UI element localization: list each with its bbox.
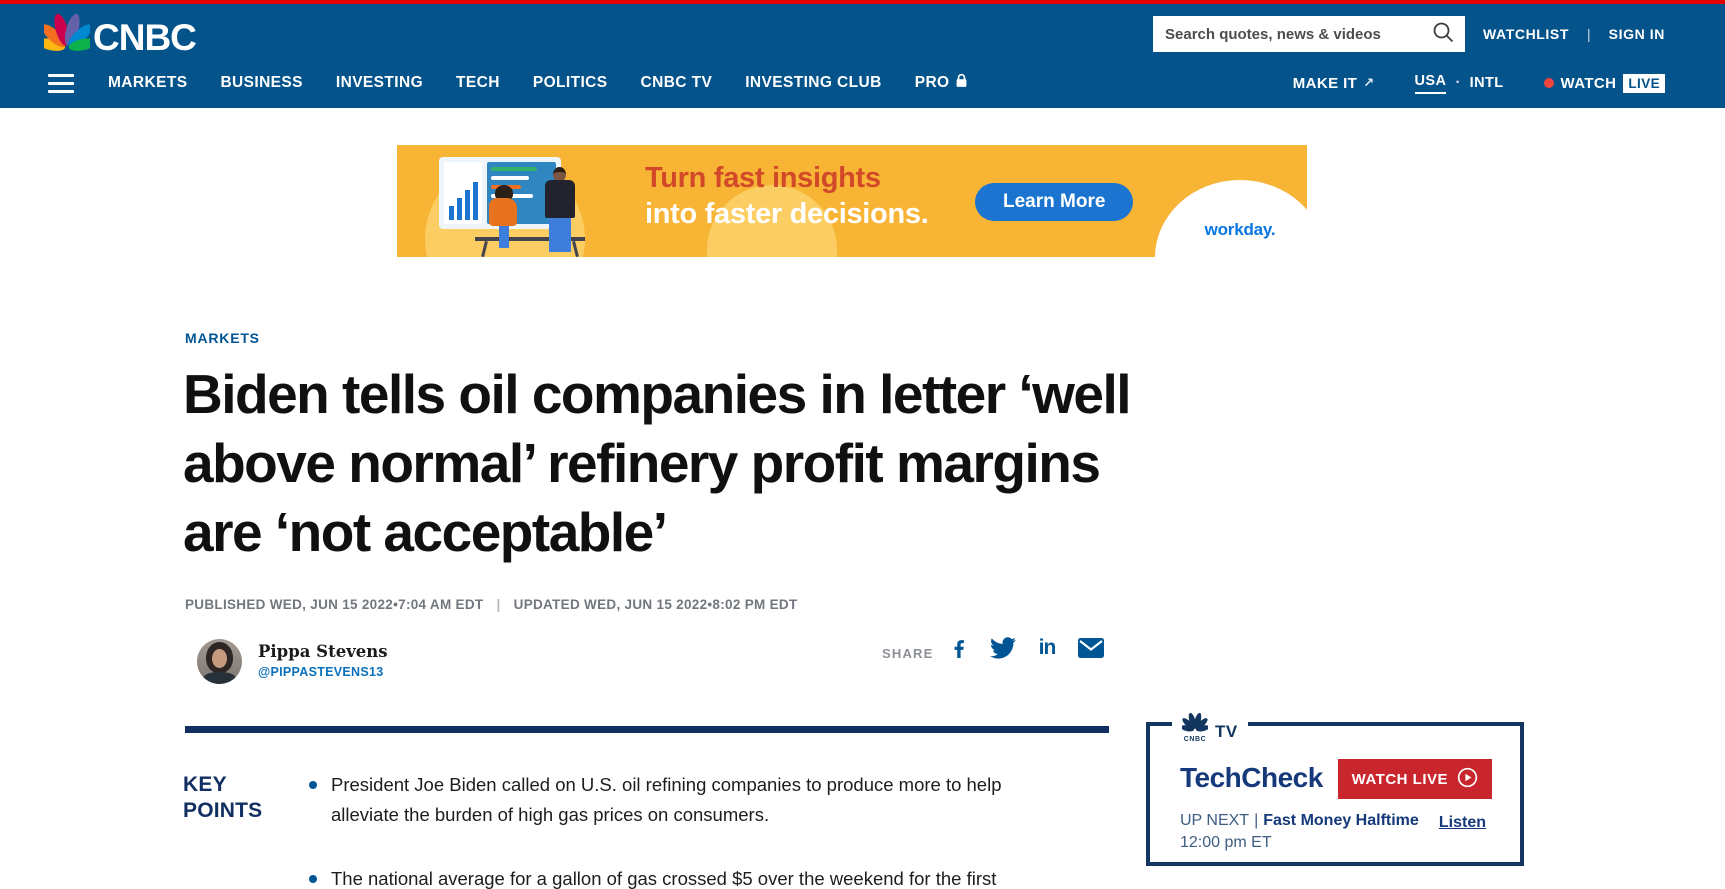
ad-person-seated — [489, 185, 517, 248]
tv-show-title[interactable]: TechCheck — [1180, 762, 1323, 793]
up-next-row: UP NEXT | Fast Money Halftime — [1180, 812, 1419, 829]
key-points-label: KEY POINTS — [183, 773, 263, 822]
region-intl[interactable]: INTL — [1469, 75, 1504, 91]
region-switcher: USA · INTL — [1414, 73, 1504, 94]
share-facebook-icon[interactable] — [944, 633, 974, 663]
top-separator: | — [1587, 26, 1591, 42]
top-bar: CNBC WATCHLIST | SIGN IN — [37, 12, 1665, 58]
nav-item-investing-club[interactable]: INVESTING CLUB — [745, 74, 882, 91]
workday-logo-circle: workday. — [1155, 180, 1307, 257]
sign-in-link[interactable]: SIGN IN — [1608, 26, 1665, 42]
top-bar-right: WATCHLIST | SIGN IN — [1153, 16, 1665, 52]
nav-item-investing[interactable]: INVESTING — [335, 74, 424, 91]
share-linkedin-icon[interactable]: in — [1032, 633, 1062, 663]
headline-line-3: are ‘not acceptable’ — [183, 501, 668, 563]
external-arrow-icon: ↗ — [1363, 74, 1375, 90]
site-header: CNBC WATCHLIST | SIGN IN — [0, 0, 1725, 108]
watch-live-header-link[interactable]: WATCH LIVE — [1543, 73, 1665, 93]
search-box — [1153, 16, 1465, 52]
ad-learn-more-button[interactable]: Learn More — [975, 183, 1134, 221]
ad-banner[interactable]: Turn fast insights into faster decisions… — [397, 145, 1307, 257]
cnbc-logo[interactable]: CNBC — [37, 12, 197, 58]
published-timestamp: PUBLISHED WED, JUN 15 2022•7:04 AM EDT — [185, 597, 484, 612]
tv-promo-card: CNBC TV TechCheck WATCH LIVE UP NEXT | Fas… — [1146, 709, 1524, 866]
lock-icon — [955, 73, 968, 93]
tv-show-time: 12:00 pm ET — [1180, 834, 1272, 851]
ad-person-standing — [545, 167, 575, 252]
region-separator: · — [1455, 74, 1461, 91]
author-name[interactable]: Pippa Stevens — [258, 642, 388, 661]
peacock-icon — [37, 12, 97, 57]
region-usa[interactable]: USA — [1414, 73, 1447, 94]
search-icon[interactable] — [1431, 20, 1455, 49]
watchlist-link[interactable]: WATCHLIST — [1483, 26, 1570, 42]
live-badge: LIVE — [1623, 73, 1665, 93]
search-input[interactable] — [1165, 25, 1431, 43]
author-avatar[interactable] — [197, 639, 242, 684]
nav-item-tech[interactable]: TECH — [456, 74, 500, 91]
key-points-list: President Joe Biden called on U.S. oil r… — [307, 770, 1027, 889]
menu-icon[interactable] — [48, 73, 74, 93]
cnbc-tv-logo: CNBC TV — [1172, 709, 1248, 743]
share-twitter-icon[interactable] — [988, 633, 1018, 663]
article-headline: Biden tells oil companies in letter ‘wel… — [183, 360, 1132, 567]
share-email-icon[interactable] — [1076, 633, 1106, 663]
publish-info: PUBLISHED WED, JUN 15 2022•7:04 AM EDT |… — [185, 597, 798, 612]
logo-text: CNBC — [93, 16, 197, 58]
meta-separator: | — [496, 597, 501, 612]
peacock-icon-navy — [1180, 712, 1210, 736]
listen-link[interactable]: Listen — [1438, 814, 1486, 831]
section-divider — [185, 726, 1109, 733]
nav-item-make-it[interactable]: MAKE IT ↗ — [1292, 74, 1375, 92]
key-point-item: President Joe Biden called on U.S. oil r… — [307, 770, 1027, 830]
share-label: SHARE — [882, 646, 934, 661]
author-twitter-handle[interactable]: @PIPPASTEVENS13 — [258, 665, 384, 679]
play-icon — [1457, 767, 1478, 792]
nav-item-business[interactable]: BUSINESS — [220, 74, 303, 91]
nav-item-markets[interactable]: MARKETS — [108, 74, 188, 91]
ad-headline: Turn fast insights into faster decisions… — [645, 162, 929, 230]
watch-live-button[interactable]: WATCH LIVE — [1337, 759, 1492, 799]
key-point-item: The national average for a gallon of gas… — [307, 864, 1027, 889]
headline-line-1: Biden tells oil companies in letter ‘wel… — [183, 363, 1132, 425]
nav-right: MAKE IT ↗ USA · INTL WATCH LIVE — [1293, 73, 1665, 94]
live-dot-icon — [1543, 78, 1554, 88]
updated-timestamp: UPDATED WED, JUN 15 2022•8:02 PM EDT — [513, 597, 798, 612]
nav-item-politics[interactable]: POLITICS — [532, 74, 608, 91]
nav-item-pro[interactable]: PRO — [915, 73, 968, 93]
nav-item-cnbc-tv[interactable]: CNBC TV — [640, 74, 713, 91]
headline-line-2: above normal’ refinery profit margins — [183, 432, 1101, 494]
section-link-markets[interactable]: MARKETS — [185, 330, 260, 346]
main-navigation: MARKETS BUSINESS INVESTING TECH POLITICS… — [48, 70, 1665, 96]
workday-logo: workday. — [1204, 220, 1276, 239]
